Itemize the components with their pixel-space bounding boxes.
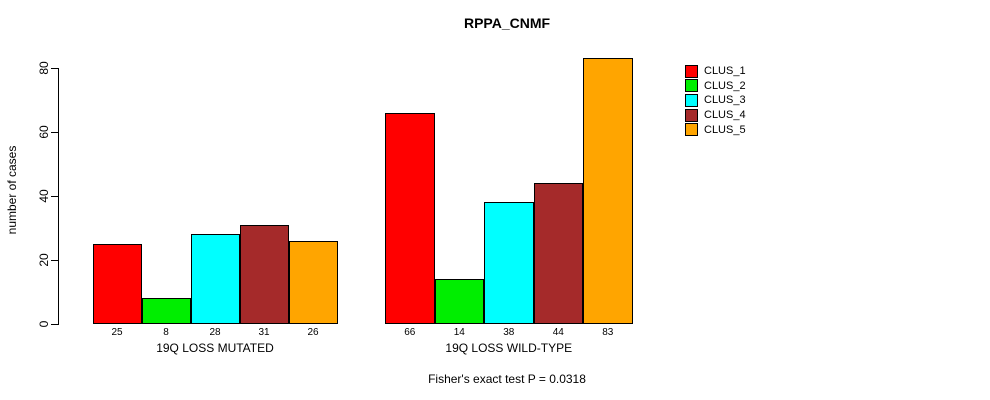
legend-label: CLUS_3 — [704, 94, 746, 107]
legend-item-clus_3: CLUS_3 — [685, 93, 746, 107]
bar-clus_4 — [533, 183, 583, 324]
y-axis-line — [58, 68, 59, 325]
y-tick-mark — [51, 68, 58, 69]
bar-clus_2 — [141, 298, 191, 324]
y-tick-mark — [51, 260, 58, 261]
bar-value-label: 83 — [602, 327, 614, 338]
legend-swatch — [685, 79, 698, 93]
bar-clus_1 — [92, 244, 142, 324]
legend-swatch — [685, 64, 698, 78]
legend-item-clus_5: CLUS_5 — [685, 123, 746, 137]
bar-clus_5 — [288, 240, 338, 324]
x-group-label: 19Q LOSS WILD-TYPE — [445, 341, 573, 355]
y-tick-mark — [51, 196, 58, 197]
y-tick-mark — [51, 132, 58, 133]
bar-clus_4 — [239, 224, 289, 324]
legend-swatch — [685, 93, 698, 107]
y-tick-label: 20 — [37, 253, 51, 267]
y-tick-label: 80 — [37, 61, 51, 75]
bar-clus_5 — [583, 58, 633, 324]
bar-value-label: 44 — [552, 327, 564, 338]
y-tick-label: 60 — [37, 125, 51, 139]
bar-value-label: 25 — [111, 327, 123, 338]
legend-label: CLUS_1 — [704, 65, 746, 77]
bar-clus_3 — [484, 202, 534, 324]
bar-value-label: 26 — [307, 327, 319, 338]
legend-item-clus_2: CLUS_2 — [685, 79, 746, 93]
legend-label: CLUS_5 — [704, 123, 746, 136]
bar-value-label: 14 — [453, 327, 465, 338]
bar-value-label: 8 — [163, 327, 169, 338]
bar-value-label: 28 — [209, 327, 221, 338]
bar-value-label: 38 — [503, 327, 515, 338]
stat-annotation: Fisher's exact test P = 0.0318 — [428, 372, 586, 386]
legend-label: CLUS_2 — [704, 79, 746, 92]
legend-swatch — [685, 108, 698, 122]
bar-clus_1 — [385, 112, 435, 324]
y-tick-label: 40 — [37, 189, 51, 203]
legend-label: CLUS_4 — [704, 109, 746, 122]
bar-clus_3 — [190, 234, 240, 324]
y-tick-mark — [51, 324, 58, 325]
bar-clus_2 — [434, 279, 484, 324]
legend-swatch — [685, 123, 698, 137]
bar-value-label: 66 — [404, 327, 416, 338]
legend-item-clus_1: CLUS_1 — [685, 64, 746, 78]
y-axis-label: number of cases — [5, 145, 19, 235]
y-tick-label: 0 — [37, 320, 51, 328]
legend-item-clus_4: CLUS_4 — [685, 108, 746, 122]
x-group-label: 19Q LOSS MUTATED — [156, 341, 274, 355]
chart-title: RPPA_CNMF — [463, 15, 551, 31]
bar-value-label: 31 — [258, 327, 270, 338]
